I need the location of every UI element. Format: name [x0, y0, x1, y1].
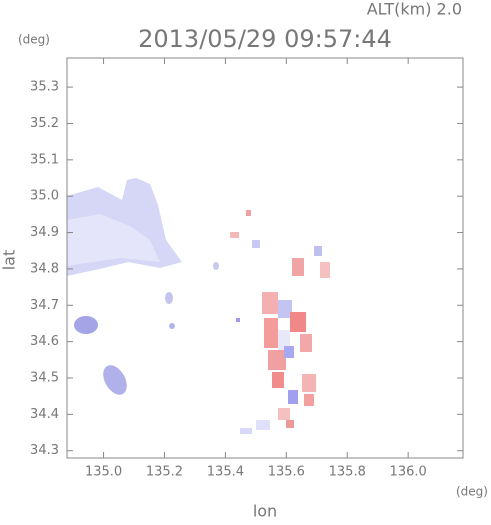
y-axis-label: lat	[0, 250, 19, 271]
y-tick-label: 34.4	[30, 407, 59, 422]
y-tick-label: 35.3	[30, 80, 59, 95]
x-tick-label: 135.4	[207, 465, 244, 480]
x-tick-label: 135.2	[146, 465, 183, 480]
y-tick-label: 35.0	[30, 189, 59, 204]
y-tick-label: 34.9	[30, 225, 59, 240]
y-tick-label: 35.1	[30, 152, 59, 167]
x-tick-label: 135.0	[85, 465, 122, 480]
y-tick-label: 34.8	[30, 261, 59, 276]
x-tick-label: 135.8	[329, 465, 366, 480]
y-tick-label: 34.5	[30, 371, 59, 386]
y-tick-label: 34.6	[30, 334, 59, 349]
y-tick-label: 34.7	[30, 298, 59, 313]
y-tick-label: 35.2	[30, 116, 59, 131]
annotation: ALT(km) 2.0	[367, 0, 462, 19]
x-tick-label: 136.0	[390, 465, 427, 480]
x-unit: (deg)	[456, 485, 488, 499]
x-tick-label: 135.6	[268, 465, 305, 480]
y-unit: (deg)	[18, 33, 50, 47]
plot-frame	[66, 57, 464, 459]
radar-speckles	[230, 210, 330, 434]
radar-echo	[67, 178, 219, 395]
y-tick-label: 34.3	[30, 443, 59, 458]
x-axis-label: lon	[253, 502, 277, 521]
chart-title: 2013/05/29 09:57:44	[138, 25, 392, 53]
